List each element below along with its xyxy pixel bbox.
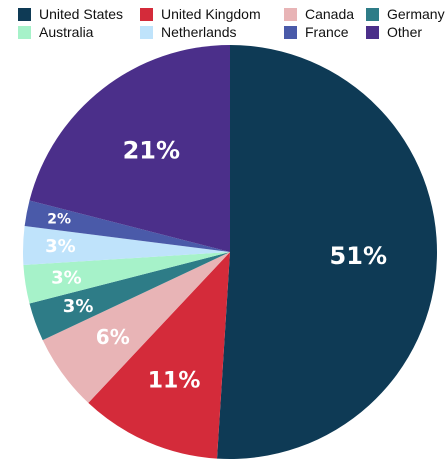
legend-swatch (284, 7, 297, 21)
legend-item: Australia (18, 24, 93, 40)
legend-swatch (366, 7, 379, 21)
slice-data-label: 3% (45, 236, 76, 257)
legend-item: Netherlands (140, 24, 237, 40)
legend-swatch (140, 7, 153, 21)
slice-data-label: 21% (123, 137, 180, 165)
pie-slice-other (29, 44, 231, 253)
legend-label: Australia (39, 24, 94, 40)
legend-label: Other (387, 24, 423, 40)
slice-data-label: 3% (63, 296, 94, 317)
legend-item: Canada (284, 6, 354, 22)
chart-legend: United States United Kingdom Canada Germany… (18, 6, 445, 42)
slice-data-label: 6% (96, 325, 130, 349)
legend-label: United States (39, 6, 124, 22)
pie-slice-france (24, 200, 230, 252)
legend-item: United States (18, 6, 123, 22)
slice-data-label: 11% (148, 369, 201, 394)
pie-slice-canada (42, 252, 230, 403)
legend-item: Other (366, 24, 422, 40)
pie-slice-netherlands (23, 226, 231, 265)
pie-slice-germany (29, 252, 231, 341)
legend-swatch (18, 7, 31, 21)
pie-slice-united-states (217, 45, 438, 460)
legend-label: Germany (387, 6, 445, 22)
pie-slice-united-kingdom (88, 252, 230, 459)
legend-label: France (305, 24, 349, 40)
slice-data-label: 51% (330, 242, 387, 270)
legend-swatch (140, 25, 153, 39)
legend-item: United Kingdom (140, 6, 261, 22)
legend-label: Netherlands (161, 24, 237, 40)
slice-data-label: 3% (51, 267, 82, 288)
pie-slice-australia (23, 252, 231, 304)
legend-swatch (18, 25, 31, 39)
legend-swatch (366, 25, 379, 39)
legend-item: Germany (366, 6, 445, 22)
legend-label: United Kingdom (161, 6, 261, 22)
legend-label: Canada (305, 6, 355, 22)
legend-item: France (284, 24, 349, 40)
legend-swatch (284, 25, 297, 39)
slice-data-label: 2% (47, 211, 71, 227)
